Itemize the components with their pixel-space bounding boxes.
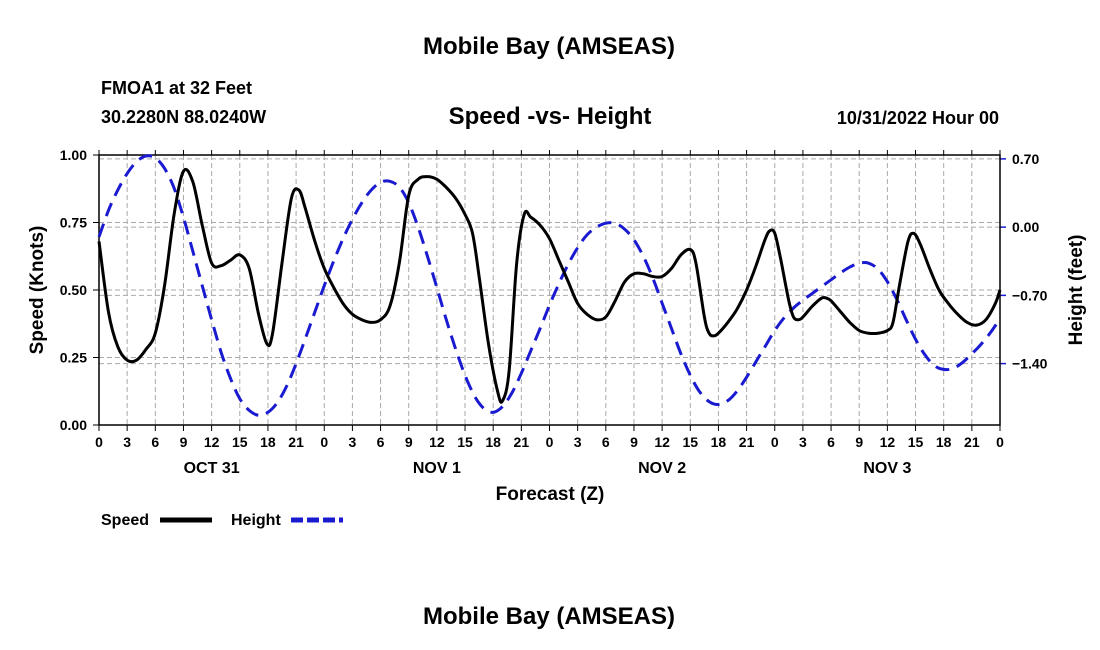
x-tick-label: 3 — [349, 434, 357, 450]
chart-subtitle: Speed -vs- Height — [449, 103, 652, 130]
y-tick-label-left: 0.00 — [60, 417, 87, 433]
x-tick-label: 15 — [232, 434, 248, 450]
y-axis-left-label: Speed (Knots) — [27, 226, 48, 355]
x-tick-label: 9 — [855, 434, 863, 450]
y-tick-label-left: 1.00 — [60, 147, 87, 163]
x-tick-label: 9 — [180, 434, 188, 450]
legend-speed-label: Speed — [101, 512, 149, 529]
x-tick-label: 3 — [123, 434, 131, 450]
gridlines — [99, 155, 1000, 425]
footer-title: Mobile Bay (AMSEAS) — [423, 603, 675, 630]
x-tick-label: 0 — [996, 434, 1004, 450]
x-tick-label: 0 — [546, 434, 554, 450]
x-tick-label: 3 — [799, 434, 807, 450]
speed-series-line — [97, 167, 1002, 404]
chart-title: Mobile Bay (AMSEAS) — [423, 33, 675, 60]
forecast-datetime: 10/31/2022 Hour 00 — [837, 108, 999, 128]
y-tick-label-left: 0.75 — [60, 215, 87, 231]
legend-height-label: Height — [231, 512, 281, 529]
x-tick-label: 21 — [514, 434, 530, 450]
x-tick-label: 6 — [602, 434, 610, 450]
y-tick-label-right: 0.00 — [1012, 219, 1039, 235]
day-label: OCT 31 — [184, 460, 240, 477]
station-label: FMOA1 at 32 Feet — [101, 78, 252, 98]
x-tick-label: 15 — [682, 434, 698, 450]
y-tick-label-left: 0.50 — [60, 282, 87, 298]
x-tick-label: 0 — [771, 434, 779, 450]
legend: Speed Height — [101, 512, 343, 529]
x-tick-label: 6 — [827, 434, 835, 450]
x-tick-label: 12 — [880, 434, 896, 450]
x-tick-label: 6 — [151, 434, 159, 450]
height-series-line — [97, 154, 1002, 417]
x-tick-label: 9 — [630, 434, 638, 450]
y-tick-label-right: −1.40 — [1012, 356, 1048, 372]
day-label: NOV 1 — [413, 460, 461, 477]
x-tick-label: 18 — [936, 434, 952, 450]
y-axis-right-label: Height (feet) — [1066, 235, 1087, 346]
x-tick-label: 0 — [95, 434, 103, 450]
y-tick-label-right: −0.70 — [1012, 287, 1048, 303]
series-lines — [97, 154, 1002, 417]
x-tick-label: 12 — [429, 434, 445, 450]
x-tick-label: 18 — [485, 434, 501, 450]
x-tick-label: 3 — [574, 434, 582, 450]
x-tick-label: 12 — [654, 434, 670, 450]
x-axis-label: Forecast (Z) — [496, 484, 605, 505]
x-tick-label: 21 — [964, 434, 980, 450]
x-tick-label: 18 — [260, 434, 276, 450]
x-tick-label: 9 — [405, 434, 413, 450]
x-tick-label: 15 — [457, 434, 473, 450]
x-tick-label: 15 — [908, 434, 924, 450]
x-tick-label: 12 — [204, 434, 220, 450]
tick-labels: 0 3 6 9 12 15 18 21 0 3 6 9 12 15 18 21 0 3 6 9 12 15 18 21 0 3 6 9… — [60, 147, 1048, 477]
x-tick-label: 21 — [739, 434, 755, 450]
x-tick-label: 0 — [320, 434, 328, 450]
x-tick-label: 18 — [711, 434, 727, 450]
x-tick-label: 6 — [377, 434, 385, 450]
y-tick-label-left: 0.25 — [60, 350, 87, 366]
day-label: NOV 3 — [863, 460, 911, 477]
location-label: 30.2280N 88.0240W — [101, 107, 266, 127]
y-tick-label-right: 0.70 — [1012, 151, 1039, 167]
x-tick-label: 21 — [288, 434, 304, 450]
day-label: NOV 2 — [638, 460, 686, 477]
